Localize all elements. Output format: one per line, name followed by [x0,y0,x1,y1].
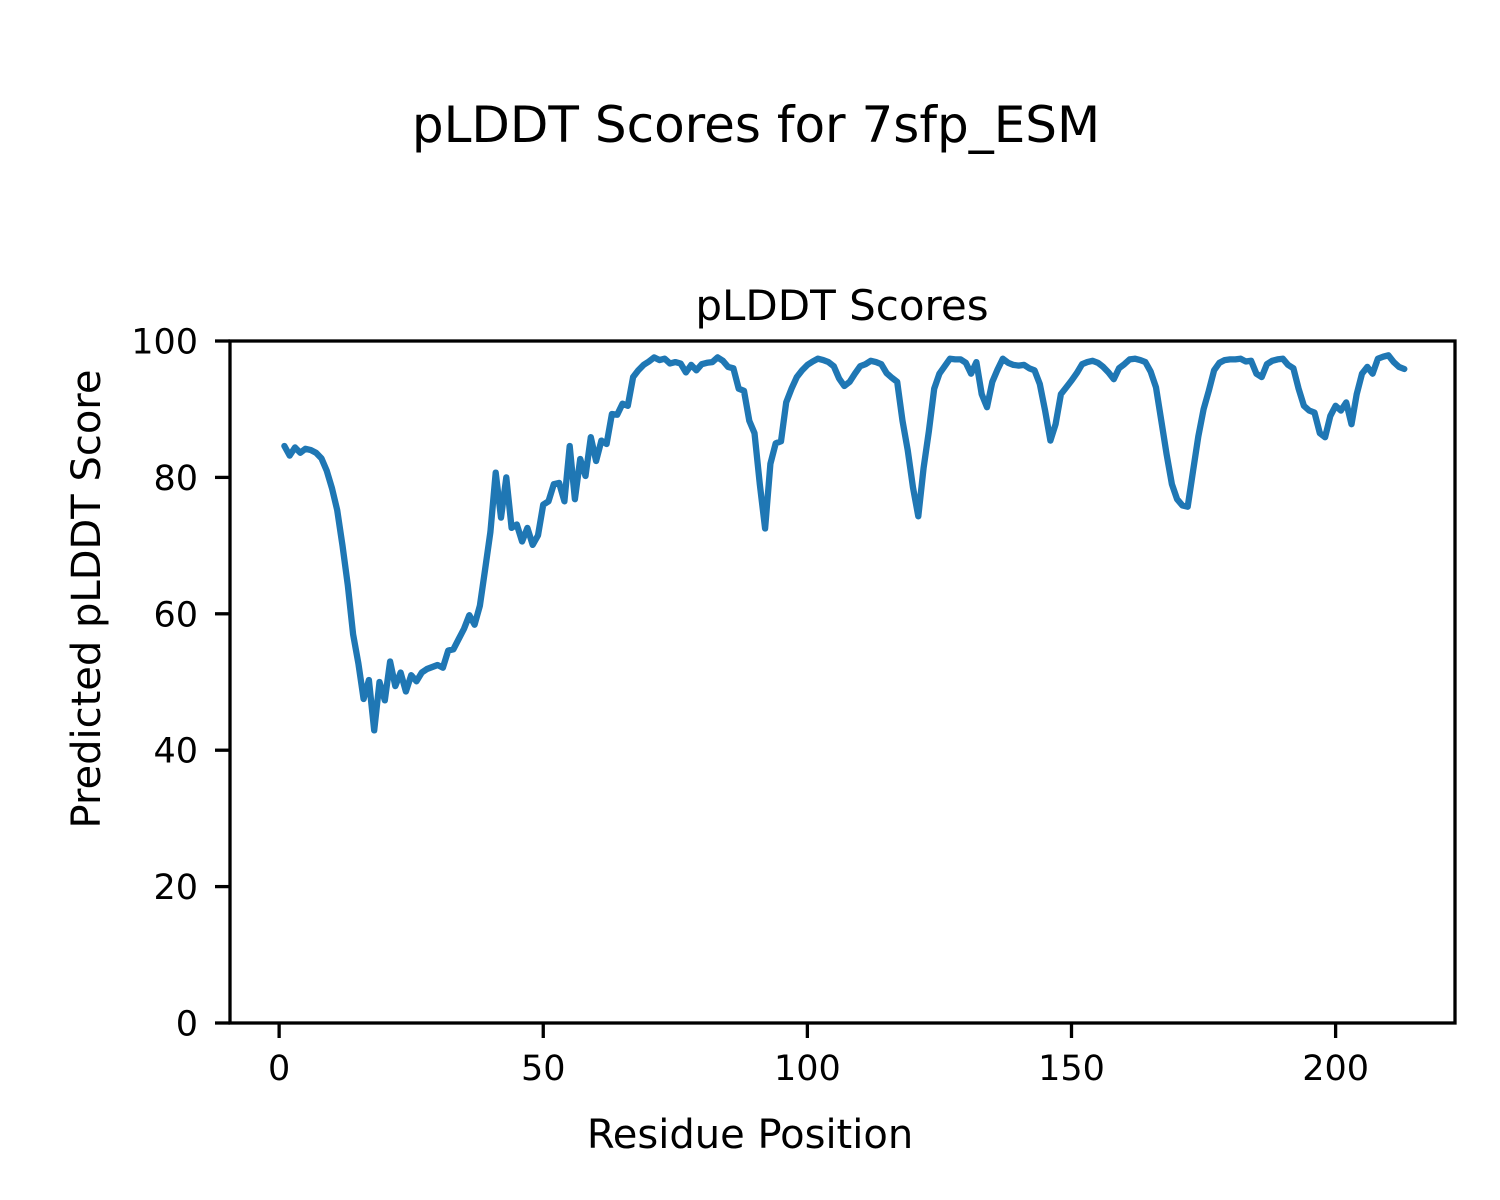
x-tick-label: 200 [1302,1049,1369,1089]
axes-title: pLDDT Scores [695,281,988,330]
y-axis-label: Predicted pLDDT Score [64,370,110,829]
y-tick-label: 0 [176,1005,198,1045]
x-tick-label: 50 [521,1049,566,1089]
y-tick-label: 60 [153,595,198,635]
x-tick-label: 100 [774,1049,841,1089]
y-tick-label: 40 [153,732,198,772]
x-axis-label: Residue Position [587,1112,913,1158]
x-tick-label: 0 [268,1049,290,1089]
plot-border [228,339,1457,1025]
y-tick-label: 80 [153,459,198,499]
x-tick-label: 150 [1038,1049,1105,1089]
figure-title: pLDDT Scores for 7sfp_ESM [412,96,1100,154]
y-tick-label: 20 [153,868,198,908]
axis-ticks: 0 50 100 150 200 0 20 40 60 80 100 [131,323,1369,1090]
y-tick-label: 100 [131,323,198,363]
plddt-line [281,352,1408,734]
